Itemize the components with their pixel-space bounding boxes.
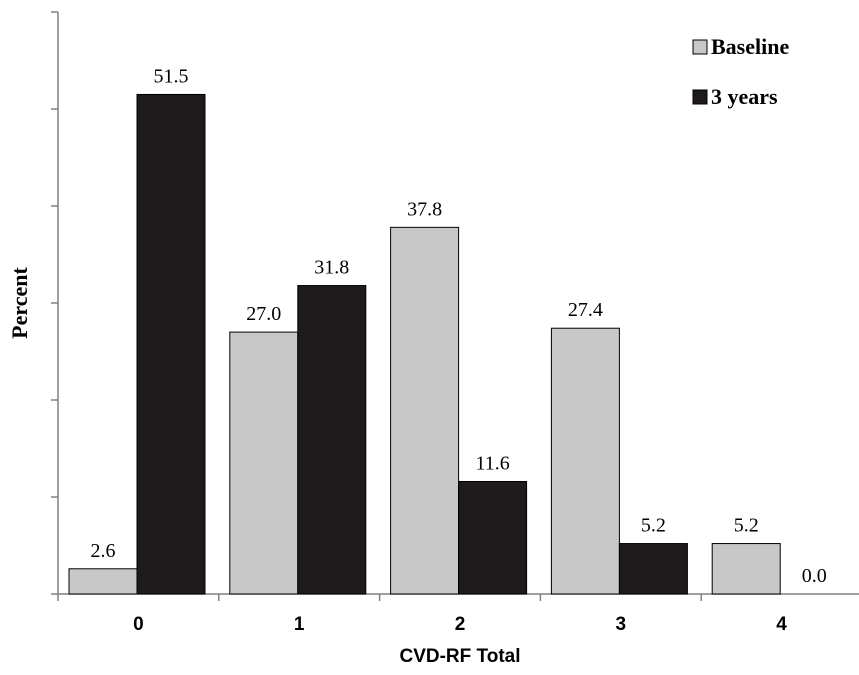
bar-3-years-3 (618, 543, 688, 595)
value-label-3-years-0: 51.5 (154, 65, 189, 87)
value-label-baseline-1: 27.0 (246, 303, 281, 325)
value-label-3-years-3: 5.2 (641, 515, 666, 537)
bar-baseline-3 (550, 327, 620, 595)
value-label-3-years-4: 0.0 (802, 565, 827, 587)
value-label-baseline-3: 27.4 (568, 299, 603, 321)
x-tick-label-4: 4 (776, 614, 787, 635)
legend-entry-baseline: Baseline (692, 34, 789, 59)
x-tick-label-2: 2 (455, 614, 466, 635)
bar-3-years-0 (136, 93, 206, 595)
x-axis-label: CVD-RF Total (399, 646, 520, 667)
legend-swatch-3-years (692, 89, 708, 105)
x-tick-label-3: 3 (616, 614, 627, 635)
value-label-baseline-4: 5.2 (734, 515, 759, 537)
x-axis-tick-labels: 0 1 2 3 4 (133, 614, 787, 635)
chart-value-labels: 2.6 27.0 37.8 27.4 5.2 51.5 31.8 11.6 5.2 0.0 (91, 65, 827, 587)
value-label-baseline-2: 37.8 (407, 198, 442, 220)
x-tick-label-1: 1 (294, 614, 305, 635)
legend-swatch-baseline (692, 39, 708, 55)
chart-bars (68, 93, 781, 595)
value-label-3-years-1: 31.8 (314, 257, 349, 279)
bar-baseline-4 (711, 543, 781, 595)
bar-3-years-1 (297, 285, 367, 595)
bar-baseline-1 (229, 331, 299, 595)
y-axis-label: Percent (7, 267, 32, 339)
bar-baseline-2 (390, 226, 460, 595)
legend-label-baseline: Baseline (711, 34, 789, 59)
bar-3-years-2 (458, 480, 528, 595)
bar-baseline-0 (68, 568, 138, 595)
legend-label-3-years: 3 years (711, 84, 778, 109)
value-label-3-years-2: 11.6 (475, 452, 509, 474)
legend-entry-3-years: 3 years (692, 84, 778, 109)
x-tick-label-0: 0 (133, 614, 144, 635)
value-label-baseline-0: 2.6 (91, 540, 116, 562)
chart-legend: Baseline 3 years (692, 34, 789, 109)
